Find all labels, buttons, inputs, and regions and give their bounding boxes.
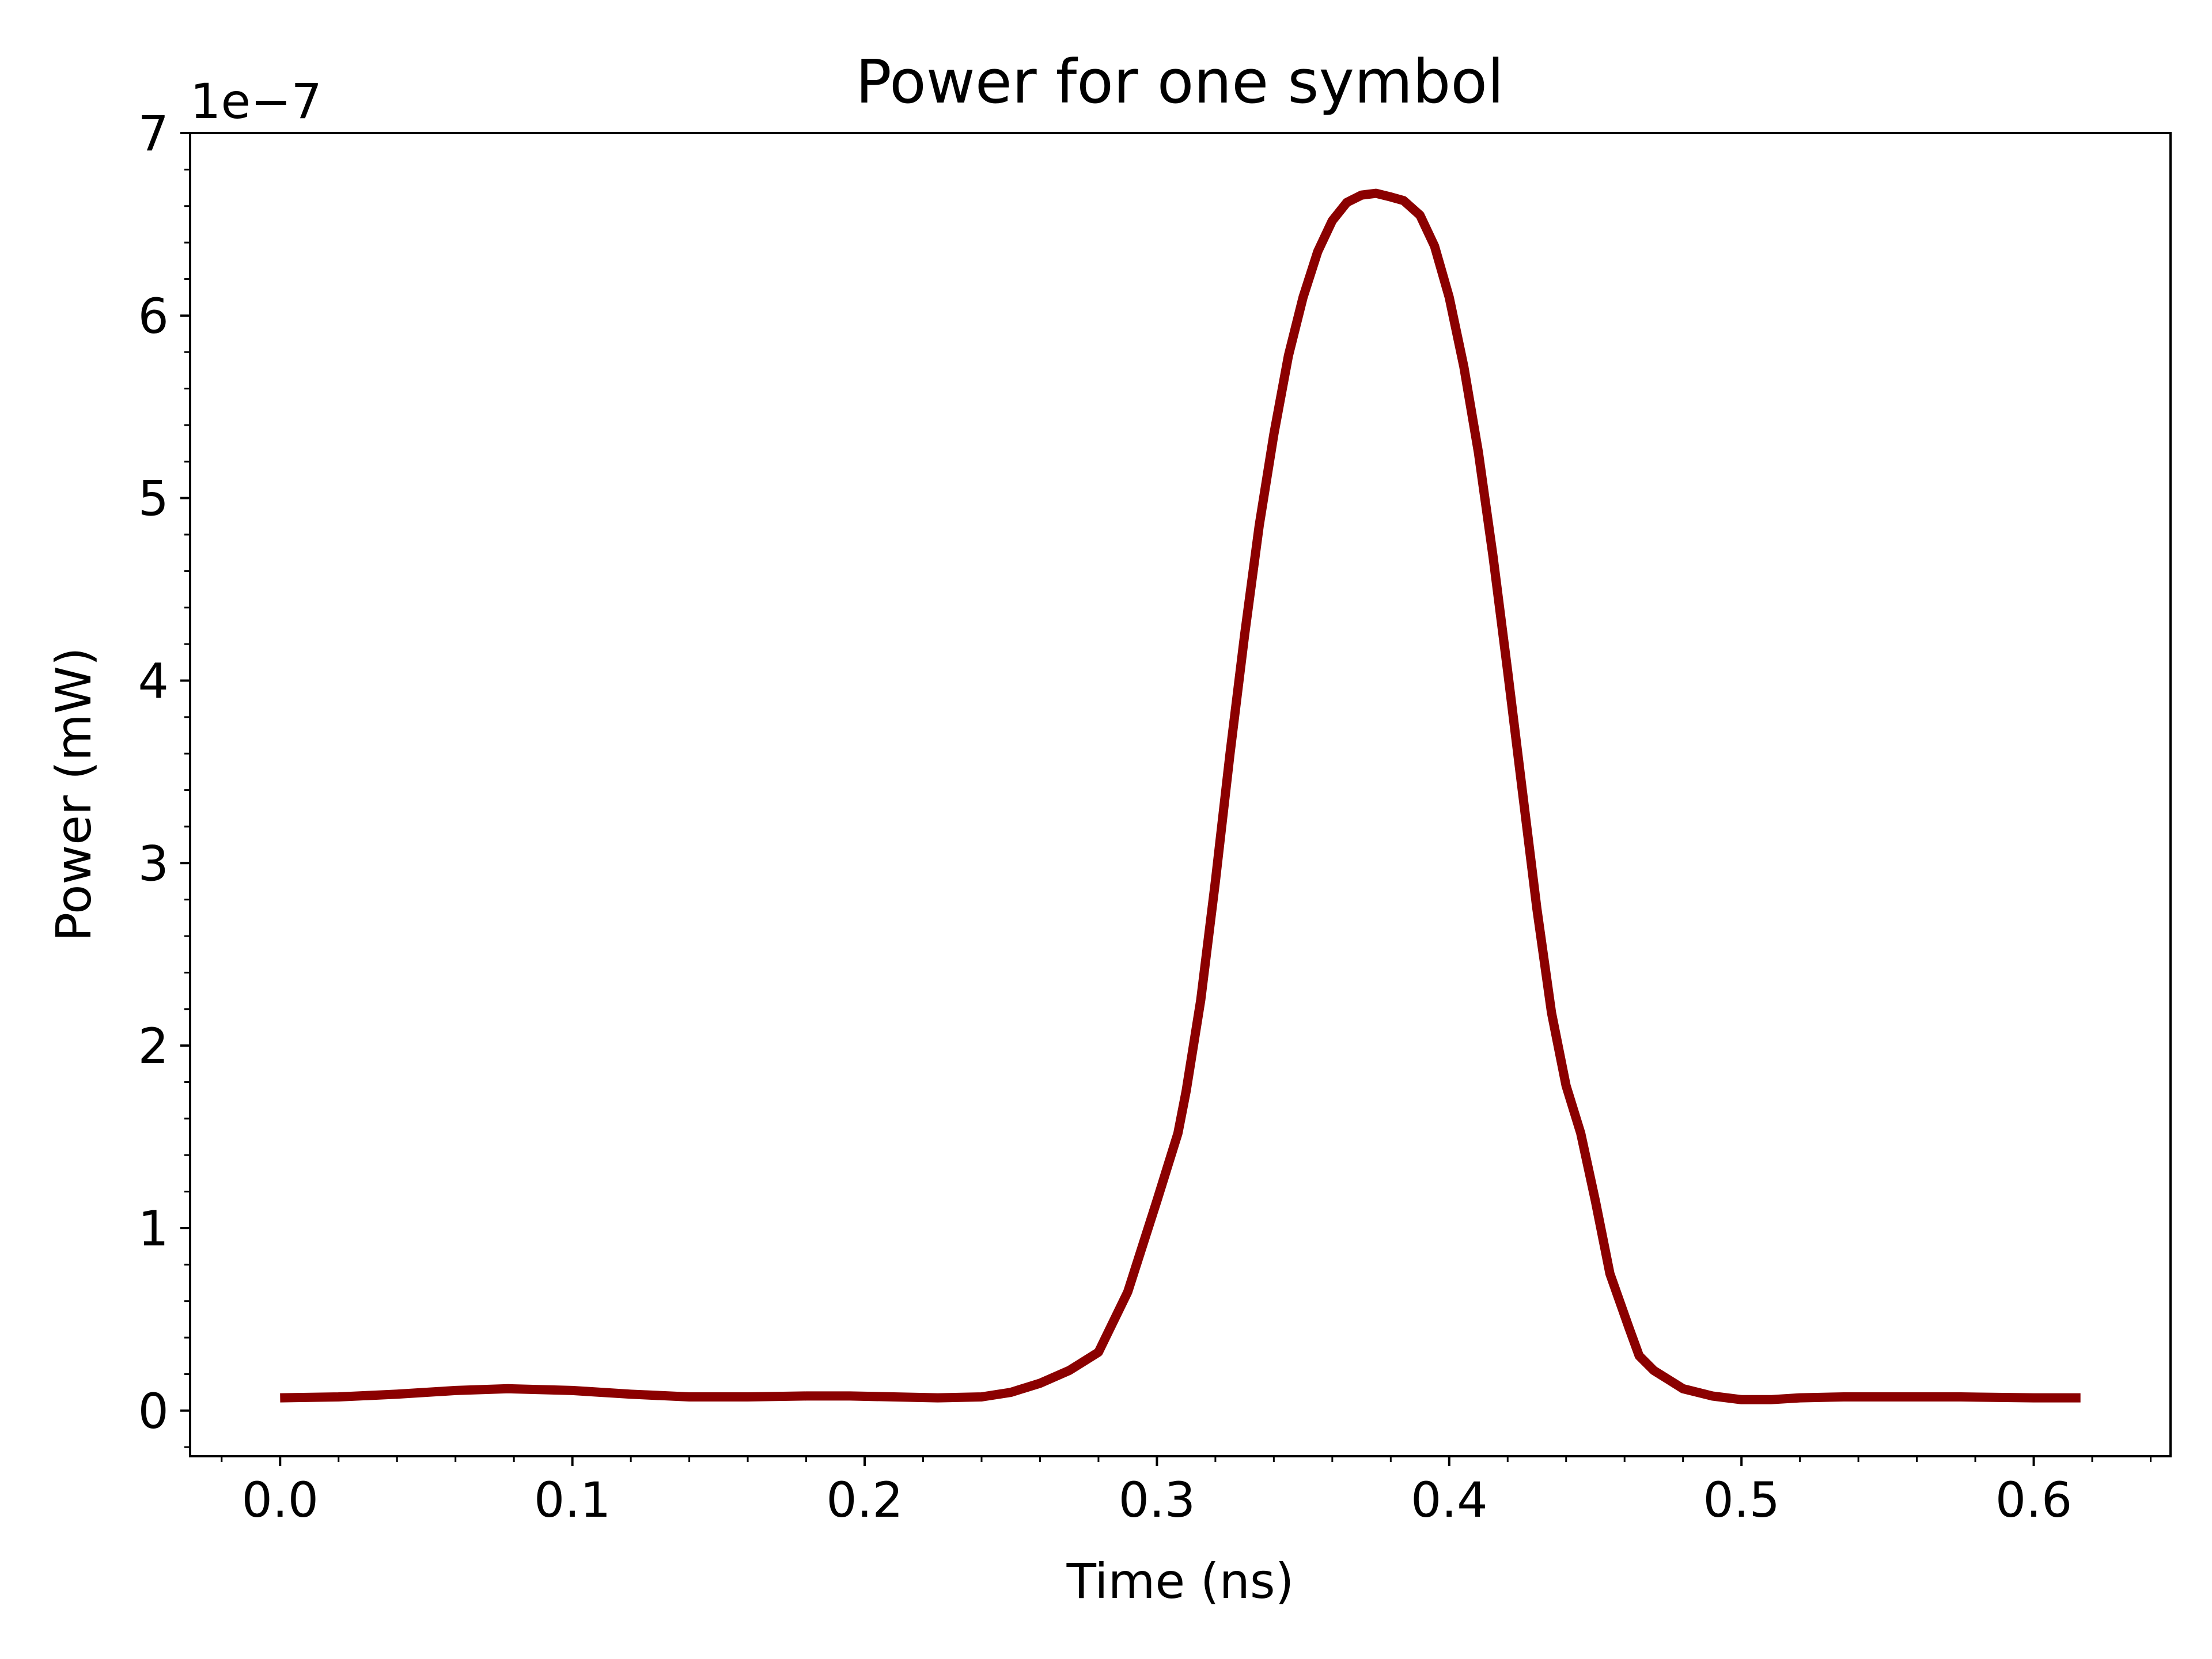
y-tick-label: 7 [138,105,169,162]
x-axis: 0.0 0.1 0.2 0.3 0.4 0.5 0.6 [221,1456,2152,1528]
chart-title: Power for one symbol [855,47,1504,117]
y-tick-label: 5 [138,471,169,527]
y-tick-label: 2 [138,1018,169,1074]
axes-frame [189,132,2172,1457]
y-axis-label: Power (mW) [46,647,102,941]
x-tick-label: 0.0 [241,1472,319,1528]
x-tick-label: 0.6 [1995,1472,2073,1528]
y-tick-label: 6 [138,288,169,344]
x-tick-label: 0.5 [1703,1472,1780,1528]
plot-content [280,188,2081,1404]
x-tick-label: 0.2 [826,1472,903,1528]
y-tick-label: 1 [138,1200,169,1257]
y-axis: 0 1 2 3 4 5 6 7 [138,105,190,1448]
y-offset-label: 1e−7 [190,73,322,130]
y-tick-label: 4 [138,653,169,709]
y-tick-label: 0 [138,1383,169,1440]
x-axis-label: Time (ns) [1066,1553,1294,1609]
x-tick-label: 0.4 [1411,1472,1488,1528]
x-tick-label: 0.1 [534,1472,611,1528]
y-tick-label: 3 [138,835,169,892]
series-line-0 [280,188,2081,1404]
x-tick-label: 0.3 [1119,1472,1196,1528]
